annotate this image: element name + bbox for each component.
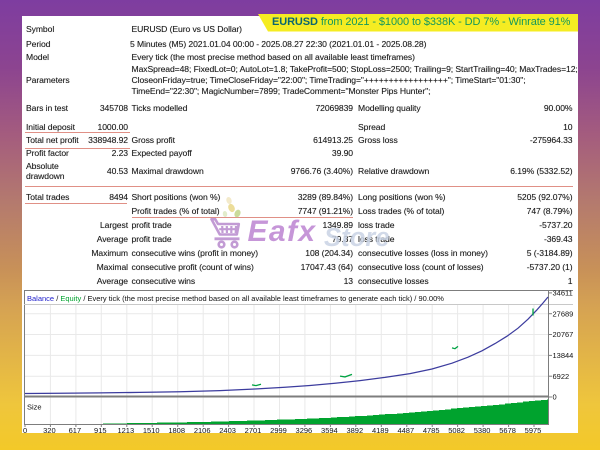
svg-text:Store: Store [324, 224, 390, 252]
svg-text:3296: 3296 [296, 426, 313, 435]
svg-text:5082: 5082 [448, 426, 465, 435]
svg-text:0: 0 [23, 426, 27, 435]
svg-text:6922: 6922 [553, 372, 570, 381]
svg-text:2106: 2106 [194, 426, 211, 435]
svg-text:Balance / Equity / Every tick: Balance / Equity / Every tick (the most … [27, 294, 444, 303]
svg-text:20767: 20767 [553, 330, 574, 339]
svg-text:3892: 3892 [346, 426, 363, 435]
svg-text:1213: 1213 [117, 426, 134, 435]
svg-text:1808: 1808 [168, 426, 185, 435]
svg-text:2999: 2999 [270, 426, 287, 435]
svg-text:Size: Size [27, 403, 42, 412]
svg-text:27689: 27689 [553, 309, 574, 318]
svg-text:320: 320 [43, 426, 56, 435]
svg-text:0: 0 [553, 393, 557, 402]
svg-text:4785: 4785 [423, 426, 440, 435]
svg-text:4189: 4189 [372, 426, 389, 435]
svg-text:5678: 5678 [499, 426, 516, 435]
svg-text:3594: 3594 [321, 426, 338, 435]
svg-text:1510: 1510 [143, 426, 160, 435]
svg-text:34611: 34611 [553, 289, 573, 298]
svg-text:Eafx: Eafx [248, 215, 317, 248]
svg-text:617: 617 [69, 426, 82, 435]
svg-text:2701: 2701 [245, 426, 262, 435]
svg-text:4487: 4487 [397, 426, 414, 435]
svg-text:2403: 2403 [219, 426, 236, 435]
svg-text:5975: 5975 [525, 426, 542, 435]
svg-text:13844: 13844 [553, 351, 574, 360]
svg-text:915: 915 [94, 426, 107, 435]
svg-text:5380: 5380 [474, 426, 491, 435]
